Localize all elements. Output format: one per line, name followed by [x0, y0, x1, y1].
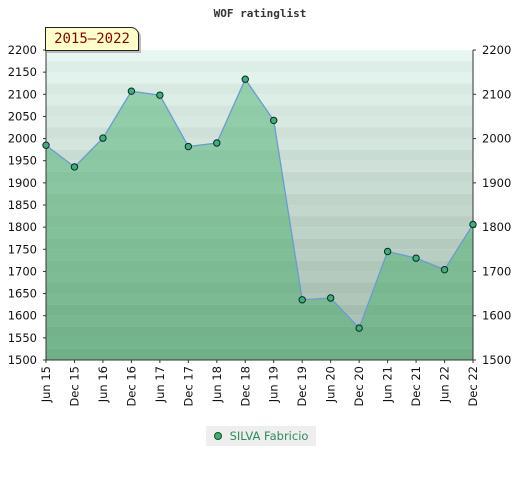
band: [46, 326, 473, 338]
legend[interactable]: SILVA Fabricio: [206, 426, 316, 446]
data-point: [213, 139, 221, 147]
legend-marker-icon: [213, 432, 222, 440]
x-tick-label: Dec 19: [295, 366, 309, 407]
band: [46, 138, 473, 150]
data-point: [70, 163, 79, 171]
data-point: [298, 296, 306, 304]
data-point: [469, 220, 477, 229]
x-tick-label: Dec 15: [67, 366, 81, 407]
x-axis-ticks: Jun 15 Dec 15 Jun 16 Dec 16 Jun 17 Dec 17 Jun …: [39, 360, 480, 407]
x-tick-label: Jun 17: [153, 366, 167, 403]
y-tick-label: 1750: [8, 242, 37, 256]
area-shape: [46, 79, 473, 360]
band: [46, 282, 473, 294]
y-tick-label: 1600: [8, 309, 37, 323]
x-tick-label: Jun 19: [267, 366, 281, 403]
x-tick-label: Dec 17: [181, 366, 195, 407]
data-point: [99, 134, 107, 142]
data-point: [355, 324, 363, 332]
band: [46, 72, 473, 84]
band: [46, 337, 473, 349]
y-tick-label-right: 1600: [482, 309, 511, 323]
data-point: [156, 91, 164, 99]
y-tick-label-right: 2200: [482, 43, 511, 57]
band: [46, 271, 473, 283]
band: [46, 216, 473, 228]
y-tick-label: 1850: [8, 198, 37, 212]
band: [46, 182, 473, 194]
x-tick-label: Dec 21: [409, 366, 423, 407]
data-point: [412, 254, 420, 262]
y-tick-label: 2100: [8, 87, 37, 101]
band: [46, 105, 473, 117]
x-tick-label: Jun 22: [438, 366, 452, 403]
band: [46, 293, 473, 305]
band: [46, 205, 473, 217]
y-tick-label: 2050: [8, 109, 37, 123]
band: [46, 160, 473, 172]
band: [46, 260, 473, 272]
y-tick-label: 1900: [8, 176, 37, 190]
band: [46, 348, 473, 360]
band: [46, 193, 473, 205]
band: [46, 50, 473, 62]
x-tick-label: Dec 20: [352, 366, 366, 407]
series-line: [45, 77, 474, 330]
data-point: [241, 75, 249, 83]
y-tick-label: 2000: [8, 132, 37, 146]
x-tick-label: Jun 20: [324, 366, 338, 403]
y-tick-label: 1800: [8, 220, 37, 234]
y-tick-label: 1550: [8, 331, 37, 345]
y-tick-label: 1500: [8, 353, 37, 367]
y-tick-label-right: 1700: [482, 264, 511, 278]
band: [46, 249, 473, 261]
band: [46, 315, 473, 327]
band: [46, 61, 473, 73]
y-tick-label: 2150: [8, 65, 37, 79]
data-point: [270, 116, 278, 125]
data-point: [127, 87, 136, 95]
x-tick-label: Dec 18: [238, 366, 252, 407]
data-point: [326, 294, 335, 302]
band: [46, 304, 473, 316]
band: [46, 116, 473, 128]
background-bands: [46, 50, 473, 360]
x-tick-label: Dec 22: [466, 366, 480, 407]
y-tick-label-right: 1800: [482, 220, 511, 234]
legend-label: SILVA Fabricio: [229, 429, 309, 443]
y-tick-label: 1950: [8, 154, 37, 168]
x-tick-label: Dec 16: [124, 366, 138, 407]
data-point: [42, 141, 50, 149]
data-point: [184, 142, 193, 151]
y-tick-label-right: 2100: [482, 87, 511, 101]
y-axis-right-ticks: 1500 1600 1700 1800 1900 2000 2100 2200: [473, 43, 511, 367]
series-polyline: [45, 77, 474, 330]
band: [46, 149, 473, 161]
band: [46, 83, 473, 95]
y-tick-label-right: 1500: [482, 353, 511, 367]
area-fill: [46, 79, 473, 360]
band: [46, 227, 473, 239]
y-tick-label: 1650: [8, 287, 37, 301]
x-tick-label: Jun 21: [381, 366, 395, 403]
band: [46, 127, 473, 139]
data-point: [383, 247, 392, 256]
y-tick-label-right: 2000: [482, 132, 511, 146]
band: [46, 238, 473, 250]
x-tick-label: Jun 18: [210, 366, 224, 403]
chart-title: WOF ratinglist: [214, 7, 307, 20]
x-tick-label: Jun 15: [39, 366, 53, 403]
y-axis-left-ticks: 1500 1550 1600 1650 1700 1750 1800 1850 1900 1950…: [8, 43, 46, 367]
period-badge: 2015–2022: [45, 27, 139, 51]
data-points: [42, 75, 477, 332]
x-tick-label: Jun 16: [96, 366, 110, 403]
data-point: [440, 265, 449, 274]
y-tick-label-right: 1900: [482, 176, 511, 190]
y-tick-label: 2200: [8, 43, 37, 57]
y-tick-label: 1700: [8, 264, 37, 278]
band: [46, 171, 473, 183]
